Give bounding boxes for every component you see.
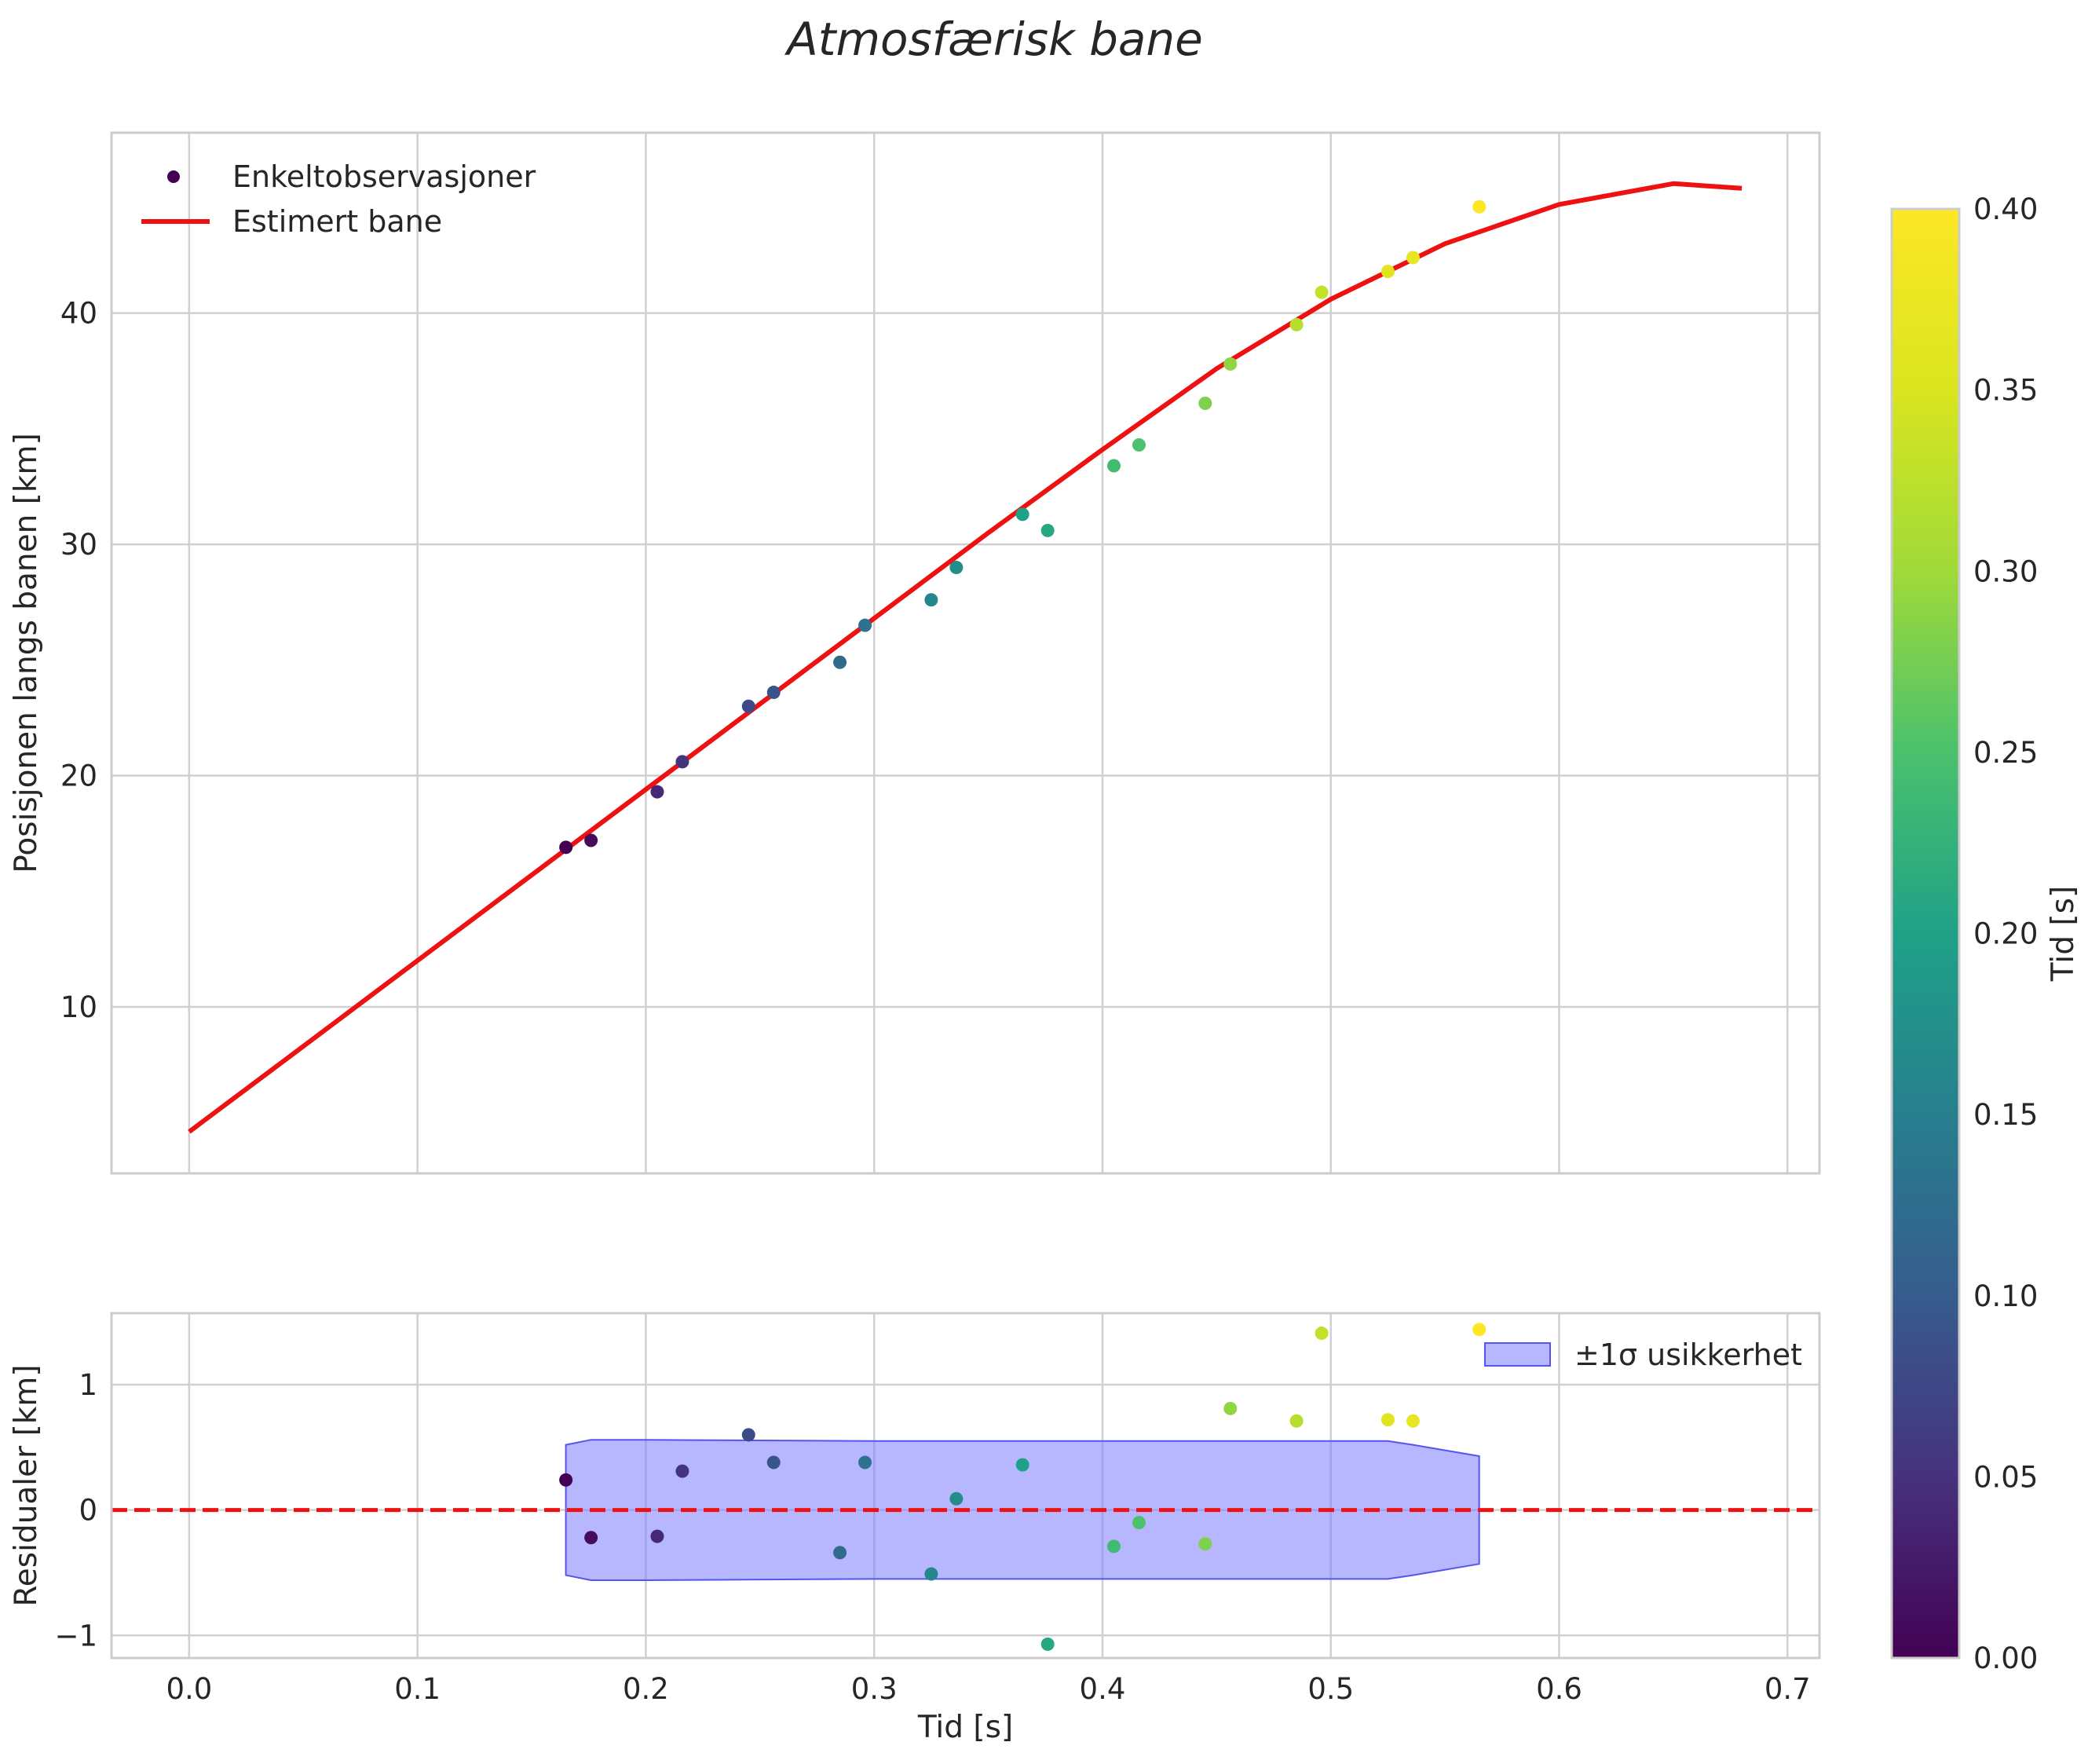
x-tick-label: 0.2 [623,1672,669,1706]
residual-point [1015,1458,1029,1472]
residual-point [1406,1414,1420,1428]
legend-marker-observations [167,170,180,183]
observation-point [1472,199,1486,214]
residual-point [858,1455,872,1469]
colorbar-tick-label: 0.40 [1973,192,2038,226]
residual-y-tick-label: 0 [79,1494,97,1528]
observation-point [924,593,938,607]
observation-point [1107,459,1121,473]
observation-point [584,833,598,847]
observation-point [1315,285,1329,299]
legend-patch-uncertainty [1484,1342,1551,1367]
residual-point [675,1464,689,1478]
colorbar-tick-label: 0.05 [1973,1460,2038,1494]
residual-point [1040,1637,1055,1651]
x-tick-label: 0.1 [394,1672,441,1706]
residual-y-tick-label: −1 [54,1619,97,1652]
main-y-tick-label: 10 [60,990,97,1024]
main-y-axis-label: Posisjonen langs banen [km] [9,433,44,873]
residual-point [1223,1401,1238,1415]
observation-point [949,561,964,575]
colorbar-tick-label: 0.25 [1973,736,2038,770]
observation-point [1015,507,1029,522]
x-axis-label: Tid [s] [917,1710,1013,1745]
observation-point [1380,265,1395,279]
x-tick-label: 0.6 [1536,1672,1582,1706]
main-y-tick-label: 40 [60,297,97,331]
observation-point [1040,523,1055,537]
observation-point [766,686,781,700]
main-legend: Enkeltobservasjoner Estimert bane [141,159,536,239]
observation-point [1406,251,1420,265]
residual-ticks: 0.0 0.1 0.2 0.3 0.4 0.5 0.6 0.7 −1 0 1 [54,1368,1810,1706]
residual-legend: ±1σ usikkerhet [1484,1338,1802,1372]
residual-point [1380,1413,1395,1427]
legend-label-uncertainty: ±1σ usikkerhet [1574,1338,1802,1372]
colorbar-tick-label: 0.20 [1973,917,2038,951]
residual-y-tick-label: 1 [79,1368,97,1402]
observation-point [559,840,573,855]
main-frame [110,131,1821,1175]
colorbar-gradient [1890,207,1961,1660]
residual-point [1198,1537,1212,1551]
observation-point [1132,438,1146,452]
residual-point [766,1455,781,1469]
observation-point [675,755,689,769]
colorbar-ticks: 0.00 0.05 0.10 0.15 0.20 0.25 0.30 0.35 0.40 [1973,192,2038,1675]
residual-point [1132,1516,1146,1530]
main-grid [112,133,1819,1173]
observation-point [741,699,755,713]
residual-y-axis-label: Residualer [km] [9,1364,44,1606]
main-ticks: 10 20 30 40 [60,297,97,1024]
observation-point [833,655,847,669]
main-series [188,181,1742,1134]
observation-point [1289,317,1304,331]
x-tick-label: 0.5 [1307,1672,1354,1706]
observation-point [1198,397,1212,410]
chart-title: Atmosfærisk bane [784,13,1203,66]
residual-point [559,1473,573,1487]
residual-point [1472,1323,1486,1337]
colorbar-tick-label: 0.15 [1973,1098,2038,1132]
colorbar-tick-label: 0.35 [1973,374,2038,408]
residual-point [949,1491,964,1506]
residual-panel: 0.0 0.1 0.2 0.3 0.4 0.5 0.6 0.7 −1 0 1 Residualer … [9,1312,1821,1745]
residual-point [833,1546,847,1560]
residual-point [924,1567,938,1581]
colorbar-tick-label: 0.10 [1973,1279,2038,1313]
legend-label-observations: Enkeltobservasjoner [232,159,536,194]
residual-frame [110,1312,1821,1660]
residual-series [112,1323,1819,1651]
colorbar: 0.00 0.05 0.10 0.15 0.20 0.25 0.30 0.35 0.40 Tid… [1890,192,2081,1675]
residual-point [1107,1539,1121,1554]
x-tick-label: 0.7 [1764,1672,1811,1706]
observation-point [1223,357,1238,371]
observation-point [858,618,872,632]
residual-point [584,1531,598,1545]
main-y-tick-label: 30 [60,528,97,562]
main-y-tick-label: 20 [60,759,97,793]
observation-point [650,785,664,799]
legend-label-estimated-path: Estimert bane [232,204,442,239]
colorbar-tick-label: 0.30 [1973,554,2038,588]
x-tick-label: 0.4 [1080,1672,1126,1706]
residual-point [1315,1327,1329,1341]
residual-point [650,1529,664,1543]
residual-point [741,1428,755,1442]
residual-point [1289,1414,1304,1428]
x-tick-label: 0.3 [851,1672,898,1706]
main-panel: 10 20 30 40 Posisjonen langs banen [km] Enk… [9,131,1821,1175]
colorbar-label: Tid [s] [2046,886,2081,982]
colorbar-tick-label: 0.00 [1973,1641,2038,1675]
estimated-path-line [188,181,1742,1134]
x-tick-label: 0.0 [166,1672,212,1706]
